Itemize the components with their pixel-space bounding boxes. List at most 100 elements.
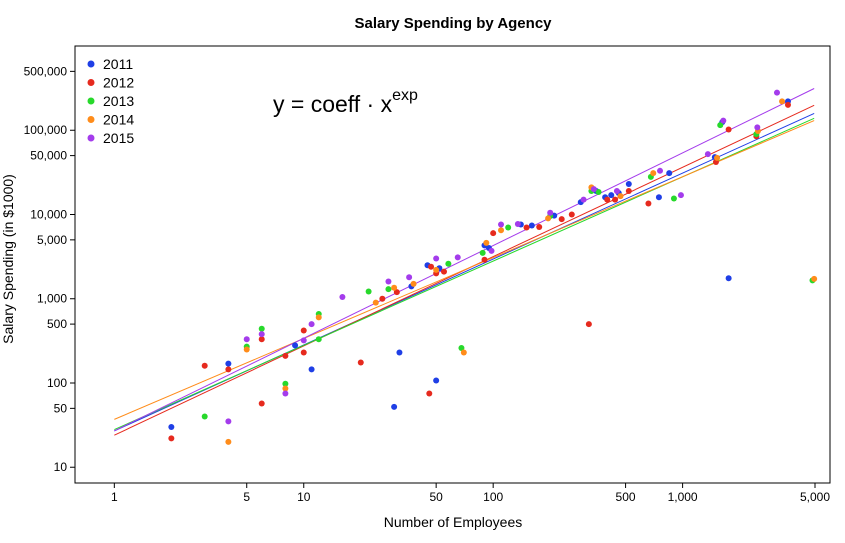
data-point-2015 [720,117,727,124]
data-point-2015 [433,255,440,262]
plot-area-frame [74,45,831,484]
data-point-2012 [225,366,232,373]
data-point-2015 [704,151,711,158]
data-point-2014 [315,314,322,321]
x-tick-label: 1,000 [668,490,698,504]
data-point-2013 [258,325,265,332]
data-point-2015 [339,293,346,300]
data-point-2013 [282,380,289,387]
y-tick-label: 500 [47,317,67,331]
data-point-2014 [779,98,786,105]
data-point-2012 [357,359,364,366]
data-point-2012 [625,188,632,195]
data-point-2012 [612,196,619,203]
x-tick-label: 10 [297,490,311,504]
y-tick-label: 50,000 [30,149,67,163]
data-point-2015 [498,221,505,228]
data-point-2015 [773,89,780,96]
data-point-2011 [625,181,632,188]
legend-label-2012: 2012 [103,75,134,91]
data-point-2012 [725,126,732,133]
data-point-2015 [657,167,664,174]
data-point-2011 [396,349,403,356]
data-point-2011 [292,342,299,349]
data-point-2012 [604,196,611,203]
data-point-2012 [300,349,307,356]
data-point-2013 [717,122,724,129]
data-point-2012 [393,289,400,296]
y-axis-label: Salary Spending (in $1000) [0,174,16,344]
formula-exponent: exp [392,87,418,104]
data-point-2013 [458,345,465,352]
data-point-2014 [714,154,721,161]
data-point-2013 [315,336,322,343]
data-point-2012 [282,352,289,359]
data-point-2012 [645,200,652,207]
data-point-2013 [385,286,392,293]
data-point-2014 [460,349,467,356]
legend-marker-2015 [87,134,95,142]
fit-line-2014 [114,120,815,420]
legend-label-2015: 2015 [103,130,134,146]
data-point-2012 [428,263,435,270]
data-point-2014 [372,299,379,306]
data-point-2015 [406,274,413,281]
data-point-2015 [514,221,521,228]
data-point-2014 [811,275,818,282]
data-point-2014 [391,284,398,291]
data-point-2011 [225,360,232,367]
data-point-2013 [479,249,486,256]
data-point-2011 [666,170,673,177]
data-point-2014 [545,215,552,222]
data-point-2012 [568,211,575,218]
data-point-2011 [655,194,662,201]
data-point-2012 [379,295,386,302]
data-point-2015 [677,192,684,199]
legend: 2011 2012 2013 2014 2015 [87,56,134,146]
data-point-2012 [168,435,175,442]
data-point-2014 [433,266,440,273]
legend-label-2014: 2014 [103,112,134,128]
legend-marker-2012 [87,79,95,86]
data-point-2012 [585,321,592,328]
y-tick-label: 10 [54,460,68,474]
data-point-2015 [300,337,307,344]
data-point-2015 [488,247,495,254]
data-point-2012 [201,362,208,369]
data-point-2014 [225,438,232,445]
data-point-2012 [481,256,488,263]
data-point-2012 [258,336,265,343]
x-axis-label: Number of Employees [384,514,523,530]
data-point-2013 [201,413,208,420]
axes-layer: 1 5 10 50 100 500 1,000 5,000 10 50 100 500 1,000 5,0… [24,64,831,504]
y-tick-label: 50 [54,401,68,415]
y-tick-label: 10,000 [30,207,67,221]
data-point-2015 [308,321,315,328]
data-point-2012 [523,224,530,231]
data-point-2012 [300,327,307,334]
data-point-2014 [650,170,657,177]
data-point-2012 [558,216,565,223]
y-tick-label: 1,000 [37,292,67,306]
data-point-2015 [282,390,289,397]
data-point-2013 [505,224,512,231]
data-point-2011 [391,403,398,410]
legend-marker-2011 [87,60,95,68]
data-point-2013 [365,288,372,295]
data-point-2015 [547,209,554,216]
data-point-2011 [433,377,440,384]
x-tick-label: 500 [616,490,636,504]
data-point-2012 [784,101,791,108]
data-point-2014 [243,346,250,353]
fit-line-2015 [114,88,815,432]
fit-lines-layer [114,88,815,436]
y-tick-label: 500,000 [24,64,68,78]
data-point-2011 [725,275,732,282]
data-point-2015 [754,124,761,131]
data-point-2011 [168,424,175,431]
data-point-2014 [410,280,417,287]
data-point-2015 [258,331,265,338]
data-point-2014 [617,193,624,200]
data-point-2012 [426,390,433,397]
